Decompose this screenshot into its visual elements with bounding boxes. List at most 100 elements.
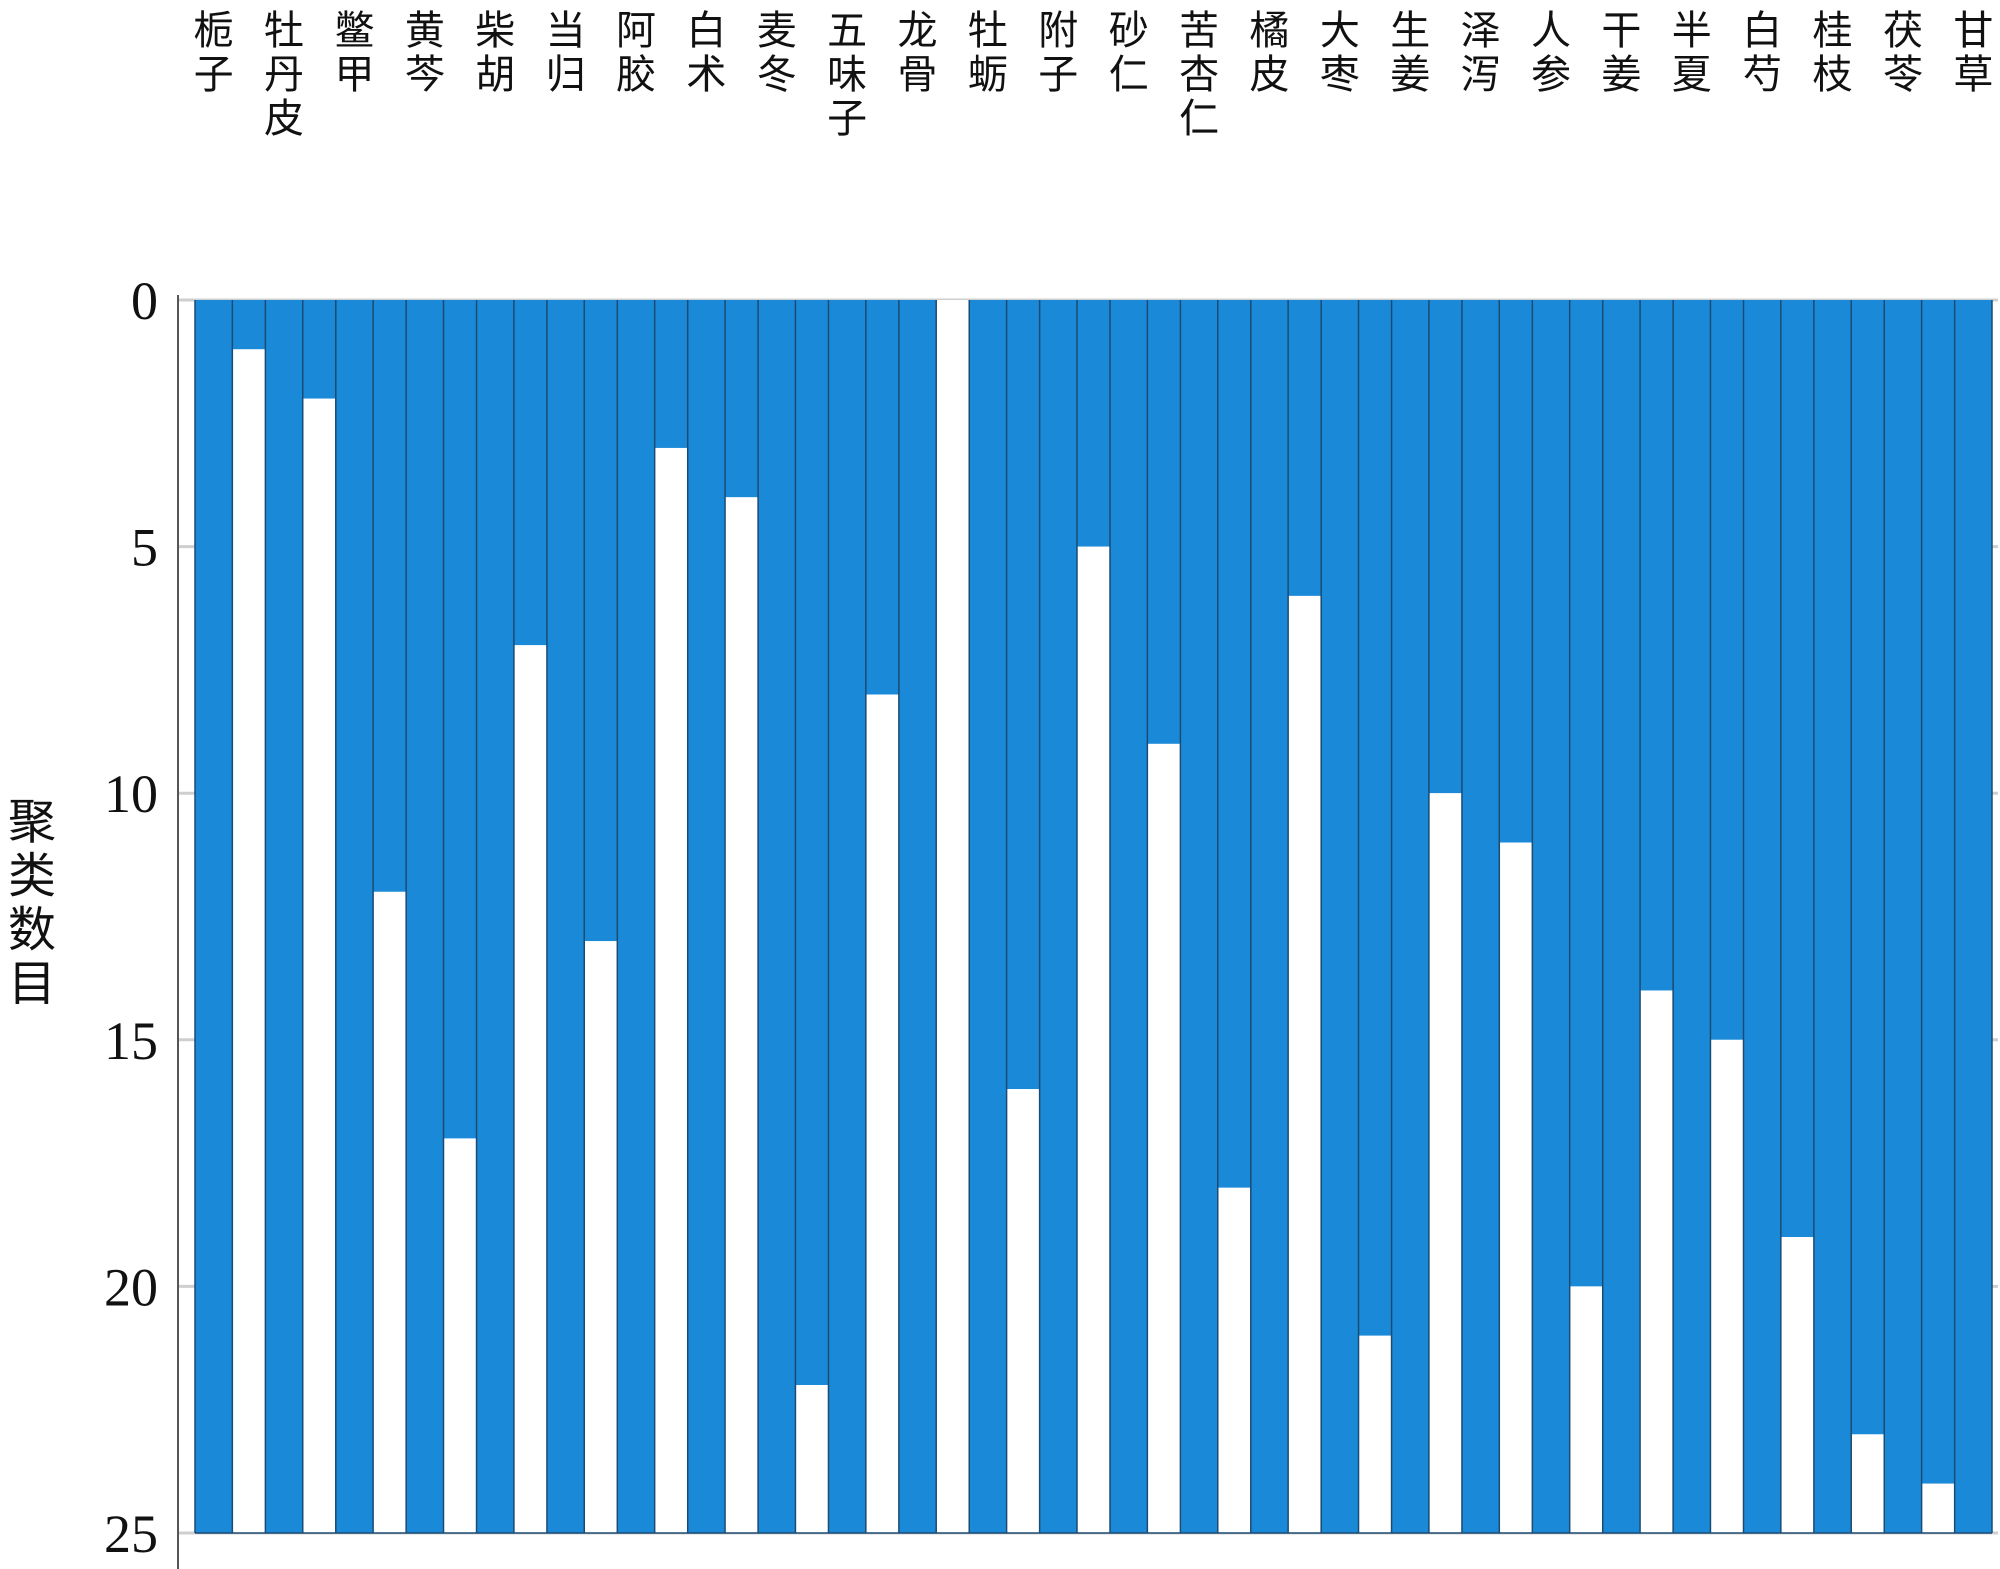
gap-fill-1 (232, 300, 266, 350)
herb-label-21: 干姜 (1601, 8, 1641, 98)
gap-open-19 (1499, 842, 1533, 1533)
gap-open-7 (654, 447, 688, 1534)
herb-label-24: 桂枝 (1813, 8, 1853, 98)
gap-fill-5 (513, 300, 547, 646)
herb-bar-3 (335, 300, 374, 1533)
gap-fill-19 (1499, 300, 1533, 843)
gap-open-8 (725, 497, 759, 1533)
gap-fill-23 (1780, 300, 1814, 1238)
gap-open-16 (1288, 595, 1322, 1533)
y-tick-10: 10 (104, 764, 158, 824)
herb-bar-13 (1039, 300, 1077, 1533)
herb-bar-6 (546, 300, 585, 1533)
herb-bar-9 (758, 300, 796, 1533)
y-axis-label: 聚类数目 (8, 794, 56, 1012)
gap-open-15 (1217, 1187, 1251, 1533)
herb-labels: 栀子牡丹皮鳖甲黄芩柴胡当归阿胶白术麦冬五味子龙骨牡蛎附子砂仁苦杏仁橘皮大枣生姜泽… (194, 8, 1994, 142)
gap-fill-2 (302, 300, 336, 399)
gap-fill-25 (1921, 300, 1955, 1484)
herb-label-5: 柴胡 (475, 8, 515, 98)
gap-fill-20 (1569, 300, 1603, 1287)
herb-bar-21 (1602, 300, 1641, 1533)
herb-bar-19 (1461, 300, 1500, 1533)
gap-open-24 (1851, 1434, 1885, 1533)
gap-fill-10 (865, 300, 899, 695)
gap-fill-8 (725, 300, 759, 498)
herb-label-14: 砂仁 (1109, 8, 1149, 98)
herb-label-3: 鳖甲 (334, 8, 374, 98)
gap-fill-18 (1428, 300, 1462, 794)
herb-bar-23 (1743, 300, 1781, 1533)
gap-open-25 (1921, 1483, 1955, 1533)
gap-open-4 (443, 1138, 477, 1533)
herb-bar-10 (828, 300, 866, 1533)
gap-fill-24 (1851, 300, 1885, 1435)
herb-bar-11 (898, 300, 937, 1533)
herb-bar-8 (687, 300, 726, 1533)
y-tick-0: 0 (131, 271, 158, 331)
herb-label-6: 当归 (546, 8, 586, 98)
herb-bar-18 (1391, 300, 1429, 1533)
herb-bar-25 (1884, 300, 1922, 1533)
y-tick-25: 25 (104, 1504, 158, 1564)
herb-label-22: 半夏 (1672, 8, 1712, 98)
gap-fill-4 (443, 300, 477, 1139)
gap-open-13 (1076, 546, 1111, 1533)
herb-label-10: 五味子 (827, 8, 867, 142)
herb-label-7: 阿胶 (616, 8, 656, 98)
gap-fill-13 (1076, 300, 1111, 547)
gap-fill-6 (584, 300, 618, 942)
herb-bar-17 (1321, 300, 1359, 1533)
herb-label-11: 龙骨 (898, 8, 938, 98)
y-tick-labels: 0 5 10 15 20 25 (104, 271, 158, 1564)
herb-label-8: 白术 (686, 8, 726, 98)
gap-open-3 (373, 891, 407, 1533)
herb-label-2: 牡丹皮 (264, 8, 304, 142)
gap-open-6 (584, 941, 618, 1533)
herb-bar-12 (969, 300, 1007, 1533)
gap-fill-16 (1288, 300, 1322, 596)
gap-fill-3 (373, 300, 407, 892)
herb-label-16: 橘皮 (1249, 8, 1289, 98)
y-tick-20: 20 (104, 1257, 158, 1317)
gap-fill-9 (795, 300, 829, 1386)
herb-bar-20 (1532, 300, 1570, 1533)
gap-open-20 (1569, 1286, 1603, 1533)
herb-bar-15 (1180, 300, 1218, 1533)
herb-label-15: 苦杏仁 (1179, 8, 1219, 142)
y-tick-15: 15 (104, 1011, 158, 1071)
herb-label-12: 牡蛎 (968, 8, 1008, 98)
gap-open-2 (302, 398, 336, 1533)
herb-label-19: 泽泻 (1461, 8, 1501, 98)
gap-open-1 (232, 349, 266, 1533)
herb-bar-22 (1673, 300, 1711, 1533)
gap-open-14 (1147, 743, 1181, 1533)
gap-fill-15 (1217, 300, 1251, 1188)
herb-label-25: 茯苓 (1883, 8, 1923, 98)
herb-label-9: 麦冬 (757, 8, 797, 98)
herb-bar-14 (1110, 300, 1148, 1533)
gap-fill-17 (1358, 300, 1392, 1336)
herb-bar-7 (617, 300, 655, 1533)
gap-fill-21 (1640, 300, 1674, 991)
gap-open-9 (795, 1385, 829, 1533)
gap-open-11 (936, 300, 970, 1533)
gap-open-22 (1710, 1039, 1744, 1533)
plot-area (194, 300, 1993, 1534)
herb-bar-5 (476, 300, 514, 1533)
gap-open-18 (1428, 793, 1462, 1533)
herb-label-17: 大枣 (1320, 8, 1360, 98)
gap-open-12 (1006, 1089, 1040, 1533)
herb-label-4: 黄芩 (405, 8, 445, 98)
herb-label-26: 甘草 (1953, 8, 1993, 98)
y-tick-5: 5 (131, 518, 158, 578)
gap-open-21 (1640, 990, 1674, 1533)
herb-label-20: 人参 (1531, 8, 1571, 98)
gap-open-23 (1780, 1237, 1814, 1533)
gap-open-10 (865, 694, 899, 1533)
herb-label-18: 生姜 (1390, 8, 1430, 98)
herb-bar-26 (1954, 300, 1992, 1533)
gap-fill-7 (654, 300, 688, 448)
herb-label-13: 附子 (1038, 8, 1078, 98)
gap-fill-22 (1710, 300, 1744, 1040)
